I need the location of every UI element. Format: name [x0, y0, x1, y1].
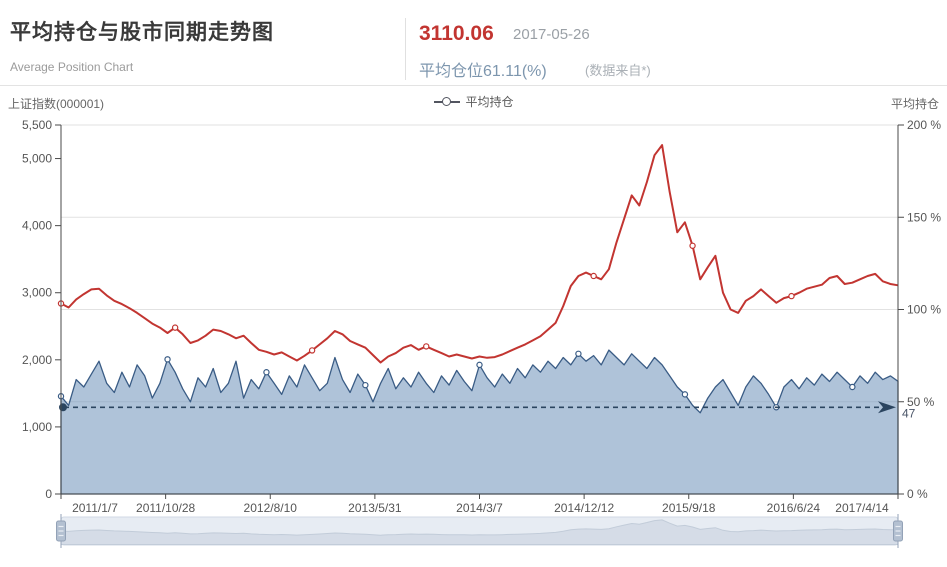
right-axis-label: 200 % — [907, 118, 941, 132]
left-axis-name: 上证指数(000001) — [8, 97, 105, 111]
right-axis-label: 150 % — [907, 210, 941, 224]
legend-line-circle-icon — [433, 96, 460, 108]
legend-item-average-position[interactable]: 平均持仓 — [433, 93, 514, 110]
right-axis-name: 平均持仓 — [890, 97, 939, 111]
header-separator — [0, 85, 947, 86]
index-series-marker — [171, 324, 179, 331]
position-series-marker — [164, 356, 171, 363]
position-series-marker — [362, 381, 369, 389]
latest-date: 2017-05-26 — [513, 26, 590, 43]
x-axis-label: 2014/3/7 — [456, 501, 503, 515]
x-axis-label: 2016/6/24 — [767, 501, 821, 515]
data-source-note: (数据来自*) — [585, 63, 651, 78]
x-axis-label: 2015/9/18 — [662, 501, 716, 515]
markline-arrow-icon — [878, 401, 896, 414]
left-axis-label: 2,000 — [22, 353, 52, 367]
x-axis-label: 2017/4/14 — [835, 501, 889, 515]
left-axis-label: 5,000 — [22, 152, 52, 166]
position-series-marker — [476, 361, 483, 369]
index-line-series — [60, 144, 899, 364]
position-series-marker — [849, 383, 856, 391]
right-axis-label: 100 % — [907, 303, 941, 317]
left-axis-label: 3,000 — [22, 286, 52, 300]
x-axis-label: 2012/8/10 — [244, 501, 298, 515]
x-axis-label: 2011/10/28 — [136, 501, 195, 515]
datazoom-data-shadow — [60, 519, 899, 545]
position-area-series — [60, 349, 899, 495]
left-axis-label: 4,000 — [22, 219, 52, 233]
right-axis-label: 0 % — [907, 487, 928, 501]
left-axis-label: 5,500 — [22, 118, 52, 132]
index-series-marker — [423, 343, 430, 350]
x-axis-label: 2011/1/7 — [72, 501, 118, 515]
index-series-marker — [590, 272, 597, 280]
position-series-marker — [681, 391, 689, 398]
left-axis-label: 0 — [45, 487, 52, 501]
x-axis-label: 2013/5/31 — [348, 501, 402, 515]
index-series-marker — [788, 292, 795, 300]
position-series-marker — [575, 350, 582, 357]
markline-value-label: 47 — [902, 406, 916, 420]
latest-position-value: 平均仓位61.11(%) — [419, 63, 547, 80]
index-series-marker — [308, 347, 316, 354]
page-subtitle: Average Position Chart — [10, 60, 134, 74]
page-title: 平均持仓与股市同期走势图 — [10, 21, 274, 44]
markline-start-dot — [59, 403, 67, 412]
latest-index-value: 3110.06 — [419, 22, 494, 45]
x-axis-label: 2014/12/12 — [554, 501, 614, 515]
left-axis-label: 1,000 — [22, 420, 52, 434]
header-divider — [405, 18, 406, 80]
position-series-marker — [263, 369, 270, 376]
index-series-marker — [689, 242, 696, 249]
right-axis-label: 50 % — [907, 395, 935, 409]
legend-label: 平均持仓 — [465, 95, 514, 109]
